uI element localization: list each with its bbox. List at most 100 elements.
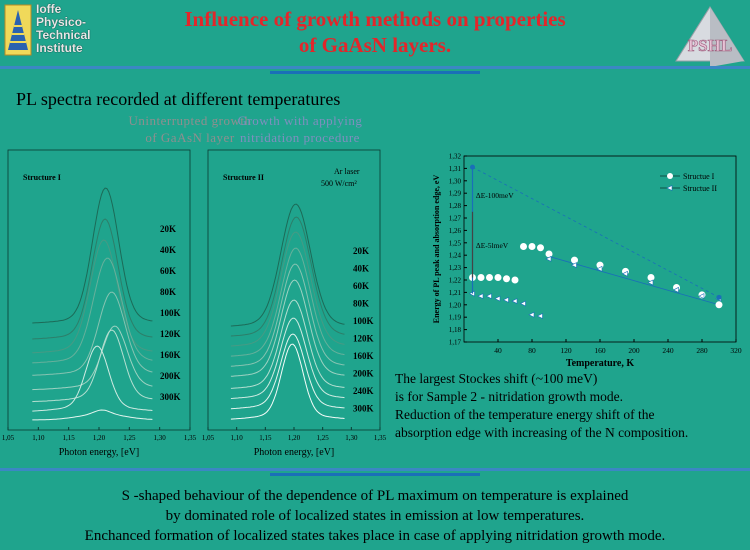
- structure-1-point: [715, 301, 723, 309]
- x-tick-label: 1,30: [345, 434, 358, 442]
- structure-label: Structure II: [223, 173, 264, 182]
- temperature-label: 60K: [353, 281, 369, 291]
- temperature-label: 80K: [353, 299, 369, 309]
- y-tick-label: 1,32: [449, 153, 462, 161]
- footer-divider: [0, 468, 750, 471]
- x-tick-label: 1,20: [93, 434, 106, 442]
- spectrum-line-80K: [230, 247, 345, 357]
- x-tick-label: 1,10: [32, 434, 45, 442]
- y-tick-label: 1,24: [449, 252, 462, 260]
- x-tick-label: 1,15: [63, 434, 76, 442]
- structure-2-point: [596, 265, 603, 272]
- x-tick-label: 320: [730, 346, 742, 355]
- y-tick-label: 1,23: [449, 264, 462, 272]
- structure-2-point: [672, 286, 679, 293]
- left-column-heading: Uninterrupted growth of GaAsN layer: [100, 112, 280, 146]
- delta-label-51: ΔE-5lmeV: [476, 241, 509, 250]
- structure-2-point: [647, 279, 654, 286]
- x-tick-label: 1,05: [2, 434, 15, 442]
- spectrum-line-20K: [230, 203, 345, 327]
- temperature-label: 80K: [160, 287, 176, 297]
- legend-marker-structure-1: [667, 173, 673, 179]
- y-tick-label: 1,29: [449, 190, 462, 198]
- plot-frame: [7, 149, 191, 431]
- y-axis-label: Energy of PL peak and absorption edge, e…: [432, 175, 441, 324]
- title-line-1: Influence of growth methods on propertie…: [184, 7, 566, 31]
- y-tick-label: 1,20: [449, 301, 462, 309]
- conclusion-line: by dominated role of localized states in…: [165, 508, 585, 524]
- x-tick-label: 280: [696, 346, 708, 355]
- structure-1-point: [477, 274, 485, 282]
- structure-2-point: [621, 270, 628, 277]
- structure-2-point: [528, 311, 535, 318]
- x-tick-label: 1,15: [259, 434, 272, 442]
- structure-2-point: [485, 293, 492, 300]
- structure-1-point: [647, 274, 655, 282]
- conclusion-text: S -shaped behaviour of the dependence of…: [0, 486, 750, 546]
- temperature-label: 100K: [353, 316, 374, 326]
- plot-frame: [207, 149, 381, 431]
- spectrum-line-20K: [32, 187, 153, 324]
- structure-1-point: [528, 243, 536, 251]
- right-heading-line-2: nitridation procedure: [240, 130, 360, 145]
- laser-label: Ar laser: [334, 167, 360, 176]
- structure-label: Structure I: [23, 173, 61, 182]
- structure-1-point: [494, 274, 502, 282]
- structure-1-point: [503, 275, 510, 283]
- temperature-label: 40K: [160, 245, 176, 255]
- page-title: Influence of growth methods on propertie…: [135, 6, 615, 58]
- structure-1-point: [537, 244, 544, 252]
- y-tick-label: 1,26: [449, 227, 462, 235]
- structure-2-point: [519, 300, 526, 307]
- temperature-label: 200K: [353, 369, 374, 379]
- y-tick-label: 1,19: [449, 314, 462, 322]
- spectrum-line-120K: [32, 325, 153, 391]
- structure-2-point: [477, 293, 484, 300]
- legend-label: Structue II: [683, 184, 717, 193]
- y-tick-label: 1,22: [449, 277, 462, 285]
- note-line: is for Sample 2 - nitridation growth mod…: [395, 389, 623, 404]
- footer-divider-accent: [270, 473, 480, 476]
- structure-2-point: [502, 296, 509, 303]
- x-tick-label: 1,35: [184, 434, 197, 442]
- ioffe-logo-icon: [4, 4, 32, 56]
- temperature-label: 20K: [160, 224, 176, 234]
- section-subtitle: PL spectra recorded at different tempera…: [16, 89, 341, 109]
- temperature-label: 100K: [160, 308, 181, 318]
- note-line: absorption edge with increasing of the N…: [395, 425, 689, 440]
- x-tick-label: 1,05: [202, 434, 215, 442]
- y-tick-label: 1,18: [449, 326, 462, 334]
- structure-2-point: [536, 312, 543, 319]
- header-divider: [0, 66, 750, 69]
- right-heading-line-1: Growth with applying: [237, 113, 363, 128]
- temperature-label: 40K: [353, 264, 369, 274]
- spectrum-line-200K: [32, 345, 153, 412]
- spectrum-line-100K: [32, 291, 153, 376]
- y-tick-label: 1,27: [449, 215, 462, 223]
- right-column-heading: Growth with applying nitridation procedu…: [215, 112, 385, 146]
- logo-text: PSHL: [688, 36, 732, 55]
- y-tick-label: 1,21: [449, 289, 462, 297]
- spectrum-line-200K: [230, 317, 345, 399]
- spectrum-line-160K: [230, 299, 345, 389]
- note-line: The largest Stockes shift (~100 meV): [395, 371, 598, 386]
- title-line-2: of GaAsN layers.: [298, 33, 452, 57]
- x-tick-label: 1,25: [123, 434, 136, 442]
- left-heading-line-2: of GaAsN layer: [145, 130, 235, 145]
- observations-text: The largest Stockes shift (~100 meV) is …: [395, 370, 750, 442]
- y-tick-label: 1,31: [449, 165, 462, 173]
- y-tick-label: 1,28: [449, 202, 462, 210]
- plot-frame: [463, 155, 737, 343]
- structure-2-point: [494, 295, 501, 302]
- note-line: Reduction of the temperature energy shif…: [395, 407, 655, 422]
- energy-temperature-chart: 1,17 1,18 1,19 1,20 1,21 1,22 1,23 1,24 1,25 1,26…: [432, 153, 742, 370]
- spectrum-line-80K: [32, 257, 153, 364]
- spectrum-line-40K: [230, 216, 345, 337]
- x-tick-label: 1,20: [288, 434, 301, 442]
- delta-label-100: ΔE-100meV: [476, 191, 514, 200]
- left-heading-line-1: Uninterrupted growth: [128, 113, 252, 128]
- y-tick-label: 1,25: [449, 239, 462, 247]
- structure-1-point: [545, 250, 553, 258]
- temperature-label: 300K: [353, 404, 374, 414]
- pshl-logo-icon: PSHL: [675, 6, 745, 67]
